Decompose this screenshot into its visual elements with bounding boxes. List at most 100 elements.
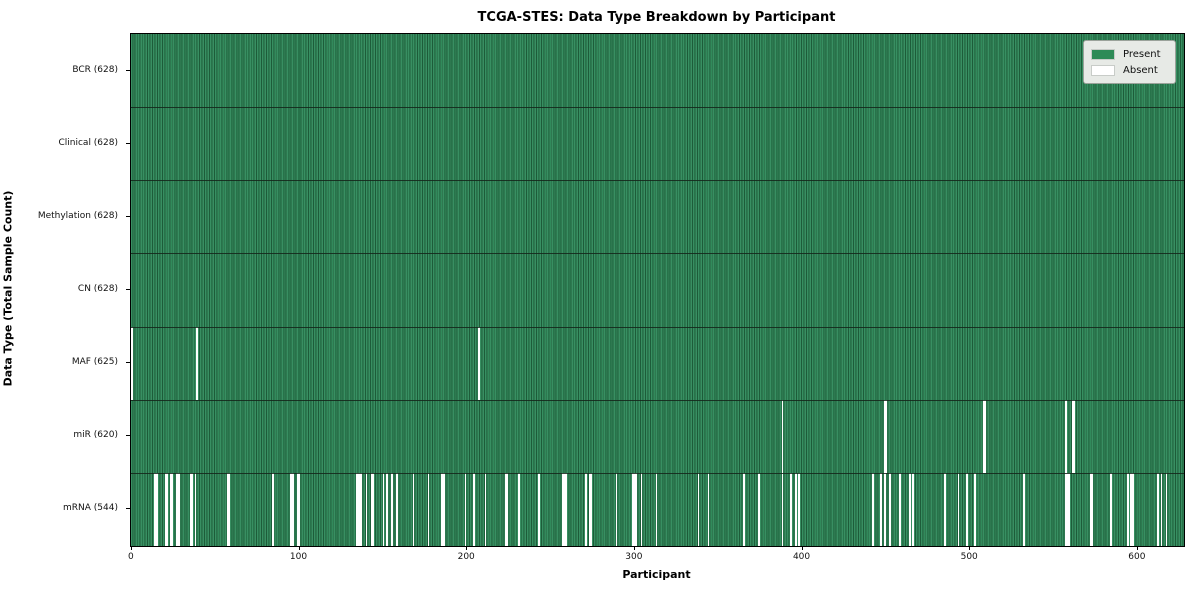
x-tick-label: 300 [625,552,643,562]
absent-stripe [395,472,398,546]
chart-title: TCGA-STES: Data Type Breakdown by Partic… [477,10,836,25]
y-tick-mark [126,362,130,364]
y-tick-mark [126,435,130,437]
absent-stripe [442,472,445,546]
absent-stripe [1110,472,1112,546]
absent-stripe [271,472,274,546]
y-tick-label-maf: MAF (625) [71,357,118,368]
absent-stripe [655,472,658,546]
absent-stripe [885,399,888,473]
absent-stripe [883,399,886,473]
absent-stripe [506,472,509,546]
absent-stripe [880,472,883,546]
present-swatch [1091,48,1115,60]
absent-stripe [355,472,358,546]
absent-stripe [615,472,618,546]
absent-stripe [226,472,229,546]
absent-stripe [984,399,987,473]
absent-stripe [781,399,784,473]
x-tick-label: 500 [960,552,978,562]
absent-stripe [1132,472,1134,546]
row-separator [131,472,1184,474]
absent-stripe [1165,472,1168,546]
absent-stripe [478,326,480,400]
absent-stripe [169,472,172,546]
absent-stripe [365,472,368,546]
absent-stripe [585,472,588,546]
row-mrna [131,472,1184,546]
absent-stripe [291,472,294,546]
absent-stripe [538,472,541,546]
absent-stripe [473,472,475,546]
absent-stripe [888,472,891,546]
x-tick-mark [298,546,300,550]
x-tick-mark [633,546,635,550]
absent-stripe [166,472,168,546]
absent-stripe [898,472,901,546]
absent-stripe [504,472,507,546]
row-methylation [131,180,1184,254]
absent-stripe [634,472,636,546]
x-tick-mark [1136,546,1138,550]
x-tick-mark [466,546,468,550]
absent-stripe [632,472,635,546]
row-cn [131,253,1184,327]
absent-stripe [177,472,180,546]
absent-stripe [561,472,564,546]
absent-stripe [1073,399,1075,473]
absent-stripe [290,472,292,546]
absent-stripe [298,472,301,546]
absent-stripe [154,472,157,546]
absent-stripe [982,399,985,473]
absent-stripe [743,472,745,546]
y-tick-mark [126,289,130,290]
absent-stripe [390,472,393,546]
row-mir [131,399,1184,473]
row-separator [131,107,1184,109]
absent-stripe [176,472,178,546]
absent-stripe [707,472,710,546]
absent-swatch [1091,64,1115,76]
absent-stripe [794,472,797,546]
absent-stripe [1160,472,1163,546]
absent-stripe [189,472,192,546]
row-separator [131,399,1184,401]
row-bcr [131,34,1184,108]
absent-stripe [781,472,784,546]
absent-stripe [758,472,760,546]
absent-stripe [789,472,792,546]
absent-stripe [1066,472,1069,546]
absent-stripe [1157,472,1159,546]
absent-stripe [1126,472,1129,546]
y-tick-label-cn: CN (628) [77,284,118,294]
y-tick-label-bcr: BCR (628) [72,64,118,75]
absent-stripe [164,472,167,546]
legend: Present Absent [1083,40,1176,84]
absent-stripe [196,326,199,400]
absent-stripe [518,472,520,546]
legend-label-present: Present [1123,48,1161,60]
y-tick-label-mir: miR (620) [73,430,118,441]
x-tick-label: 600 [1128,552,1146,562]
absent-stripe [382,472,385,546]
absent-stripe [697,472,700,546]
y-tick-mark [126,215,130,217]
y-tick-mark [126,142,130,144]
absent-stripe [1130,472,1133,546]
absent-stripe [588,472,591,546]
x-tick-label: 0 [127,552,134,562]
absent-stripe [590,472,593,546]
absent-stripe [156,472,158,546]
absent-stripe [1090,472,1092,546]
row-clinical [131,107,1184,181]
absent-stripe [360,472,363,546]
row-maf [131,326,1184,400]
absent-stripe [974,472,977,546]
y-tick-label-clinical: Clinical (628) [58,137,118,148]
absent-stripe [1071,399,1074,473]
absent-stripe [640,472,643,546]
row-separator [131,326,1184,328]
absent-stripe [194,472,197,546]
absent-stripe [1064,472,1067,546]
